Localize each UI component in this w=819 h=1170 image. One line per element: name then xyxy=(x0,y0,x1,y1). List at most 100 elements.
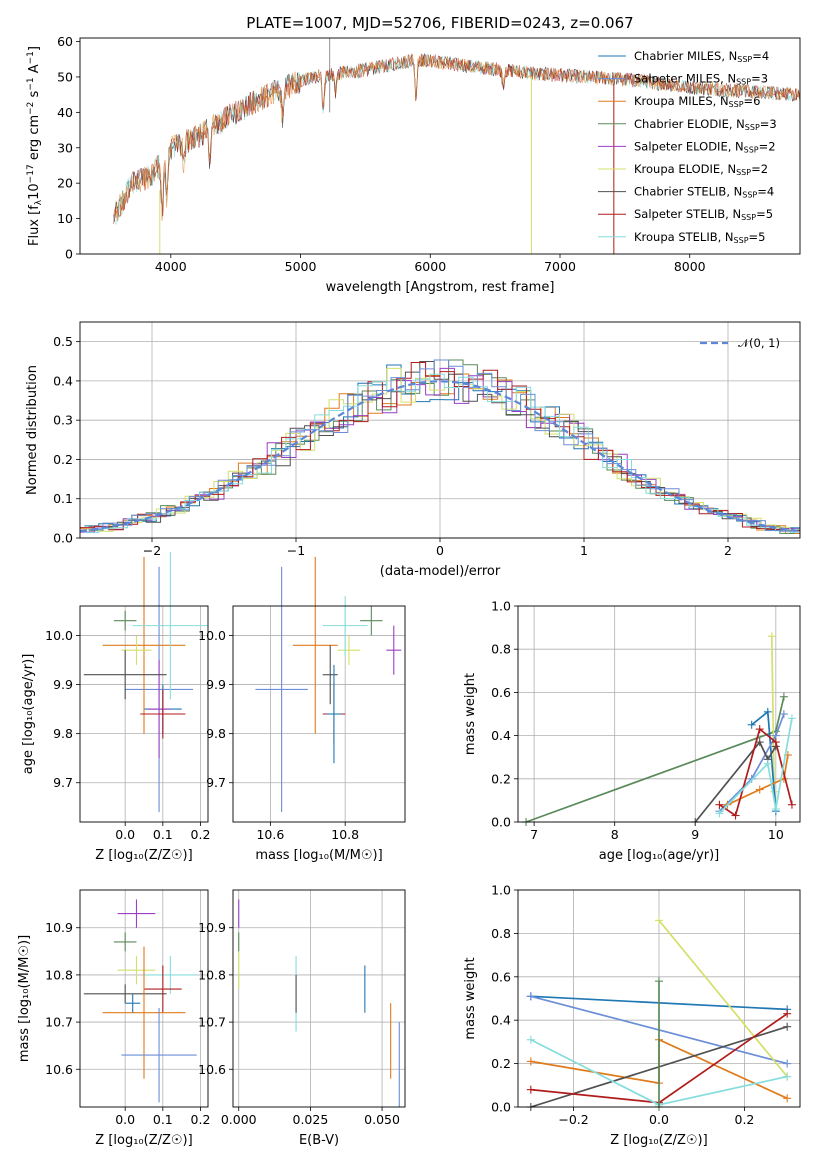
axes-frame xyxy=(517,889,801,1108)
x-tick-label: 8 xyxy=(611,827,619,842)
x-tick-label: 10 xyxy=(768,827,784,842)
y-tick-label: 10.6 xyxy=(198,1062,226,1077)
y-tick-label: 9.9 xyxy=(206,677,226,692)
y-tick-label: 50 xyxy=(57,69,73,84)
y-tick-label: 0.8 xyxy=(491,926,511,941)
y-tick-label: 10.0 xyxy=(45,628,73,643)
legend-label: Chabrier ELODIE, NSSP=3 xyxy=(634,117,777,132)
y-tick-label: 0.4 xyxy=(491,728,511,743)
x-tick-label: 0.2 xyxy=(191,827,211,842)
x-tick-label: 10.6 xyxy=(256,827,284,842)
mass-weight-line xyxy=(727,754,789,806)
mass-vs-extinction-panel: 0.000 0.025 0.050 10.6 10.7 10.8 10.9 E(B-V) xyxy=(198,889,406,1148)
mass-weight-line xyxy=(718,718,793,814)
x-tick-label: −1 xyxy=(287,543,305,558)
legend-label: Chabrier MILES, NSSP=4 xyxy=(634,49,769,64)
y-tick-label: 0.6 xyxy=(491,969,511,984)
x-tick-label: 9 xyxy=(691,827,699,842)
spectrum-panel: 4000 5000 6000 7000 8000 0 10 20 30 40 50 60 wavelen… xyxy=(26,34,801,295)
y-tick-label: 9.7 xyxy=(53,775,73,790)
y-tick-label: 0.2 xyxy=(53,452,73,467)
x-tick-label: 0.0 xyxy=(115,827,135,842)
y-tick-label: 0.0 xyxy=(491,815,511,830)
axes-frame xyxy=(232,889,406,1108)
y-tick-label: 0.2 xyxy=(491,1056,511,1071)
x-tick-label: 6000 xyxy=(414,259,446,274)
x-tick-label: 1 xyxy=(580,543,588,558)
y-tick-label: 9.8 xyxy=(206,726,226,741)
x-axis-label: wavelength [Angstrom, rest frame] xyxy=(326,280,555,295)
x-axis-label: Z [log₁₀(Z/Z☉)] xyxy=(95,1133,192,1148)
legend-label: Kroupa ELODIE, NSSP=2 xyxy=(634,162,768,177)
y-axis-label: Flux [fλ10−17 erg cm−2 s−1 A−1] xyxy=(26,46,44,246)
y-tick-label: 1.0 xyxy=(491,599,511,614)
x-tick-label: 0.000 xyxy=(221,1112,257,1127)
mass-vs-metallicity-panel: 0.0 0.1 0.2 10.6 10.7 10.8 10.9 Z [log₁₀(Z/Z☉)]… xyxy=(17,889,211,1148)
y-tick-label: 0.2 xyxy=(491,771,511,786)
legend-label: 𝒩(0, 1) xyxy=(738,336,780,350)
mass-weight-line xyxy=(718,713,785,812)
axes-frame xyxy=(517,605,801,823)
y-tick-label: 0.0 xyxy=(491,1100,511,1115)
y-tick-label: 10.7 xyxy=(198,1015,226,1030)
axes-frame xyxy=(79,889,209,1108)
mass-weight-vs-metallicity-panel: −0.2 0.0 0.2 0.0 0.2 0.4 0.6 0.8 1.0 Z [log₁₀(Z/Z… xyxy=(463,883,801,1148)
histogram-step xyxy=(80,367,800,533)
y-tick-label: 0.3 xyxy=(53,413,73,428)
y-axis-label: mass weight xyxy=(463,957,478,1039)
y-tick-label: 0.6 xyxy=(491,685,511,700)
x-tick-label: 0.2 xyxy=(735,1112,755,1127)
y-axis-label: mass weight xyxy=(463,673,478,755)
y-axis-label: Normed distribution xyxy=(25,365,40,495)
y-tick-label: 10.6 xyxy=(45,1062,73,1077)
x-tick-label: 10.8 xyxy=(331,827,359,842)
y-tick-label: 9.7 xyxy=(206,775,226,790)
legend-label: Kroupa STELIB, NSSP=5 xyxy=(634,230,765,245)
axes-frame xyxy=(79,37,801,255)
axes-frame xyxy=(232,605,406,823)
x-axis-label: age [log₁₀(age/yr)] xyxy=(599,848,720,863)
legend-label: Salpeter STELIB, NSSP=5 xyxy=(634,207,773,222)
x-tick-label: 0.0 xyxy=(649,1112,669,1127)
axes-frame xyxy=(79,321,801,539)
y-tick-label: 30 xyxy=(57,140,73,155)
y-tick-label: 10.8 xyxy=(198,967,226,982)
x-tick-label: 7000 xyxy=(544,259,576,274)
x-axis-label: Z [log₁₀(Z/Z☉)] xyxy=(610,1133,707,1148)
y-axis-label: age [log₁₀(age/yr)] xyxy=(21,654,36,775)
y-tick-label: 0.8 xyxy=(491,642,511,657)
histogram-step xyxy=(88,359,800,532)
y-axis-label: mass [log₁₀(M/M☉)] xyxy=(17,935,32,1062)
x-tick-label: 4000 xyxy=(155,259,187,274)
y-tick-label: 0.0 xyxy=(53,531,73,546)
mass-weight-line xyxy=(694,740,777,823)
x-tick-label: 0.2 xyxy=(191,1112,211,1127)
y-tick-label: 9.8 xyxy=(53,726,73,741)
x-tick-label: 0 xyxy=(436,543,444,558)
age-vs-metallicity-panel: 0.0 0.1 0.2 9.7 9.8 9.9 10.0 Z [log₁₀(Z/Z☉)] age… xyxy=(21,552,210,863)
mass-weight-line xyxy=(770,636,776,792)
figure-title: PLATE=1007, MJD=52706, FIBERID=0243, z=0… xyxy=(246,14,633,32)
x-axis-label: (data-model)/error xyxy=(380,564,501,579)
legend-label: Chabrier STELIB, NSSP=4 xyxy=(634,185,774,200)
y-tick-label: 10.0 xyxy=(198,628,226,643)
x-tick-label: 5000 xyxy=(285,259,317,274)
y-tick-label: 10.9 xyxy=(45,920,73,935)
y-tick-label: 0.4 xyxy=(491,1013,511,1028)
normal-reference-curve xyxy=(79,380,801,533)
x-tick-label: 0.1 xyxy=(153,1112,173,1127)
mass-weight-line xyxy=(658,919,788,1078)
x-tick-label: 7 xyxy=(530,827,538,842)
x-tick-label: 0.050 xyxy=(364,1112,400,1127)
x-tick-label: 0.025 xyxy=(293,1112,329,1127)
histogram-panel: −2 −1 0 1 2 0.0 0.1 0.2 0.3 0.4 0.5 𝒩(0, 1) (data-mo… xyxy=(25,321,801,579)
x-axis-label: E(B-V) xyxy=(299,1133,339,1148)
mass-weight-vs-age-panel: 7 8 9 10 0.0 0.2 0.4 0.6 0.8 1.0 age [log₁₀(age/yr… xyxy=(463,599,801,863)
y-tick-label: 0.4 xyxy=(53,373,73,388)
mass-weight-line xyxy=(751,710,777,812)
y-tick-label: 60 xyxy=(57,34,73,49)
x-axis-label: mass [log₁₀(M/M☉)] xyxy=(255,848,382,863)
x-tick-label: 8000 xyxy=(674,259,706,274)
axes-frame xyxy=(79,605,209,823)
